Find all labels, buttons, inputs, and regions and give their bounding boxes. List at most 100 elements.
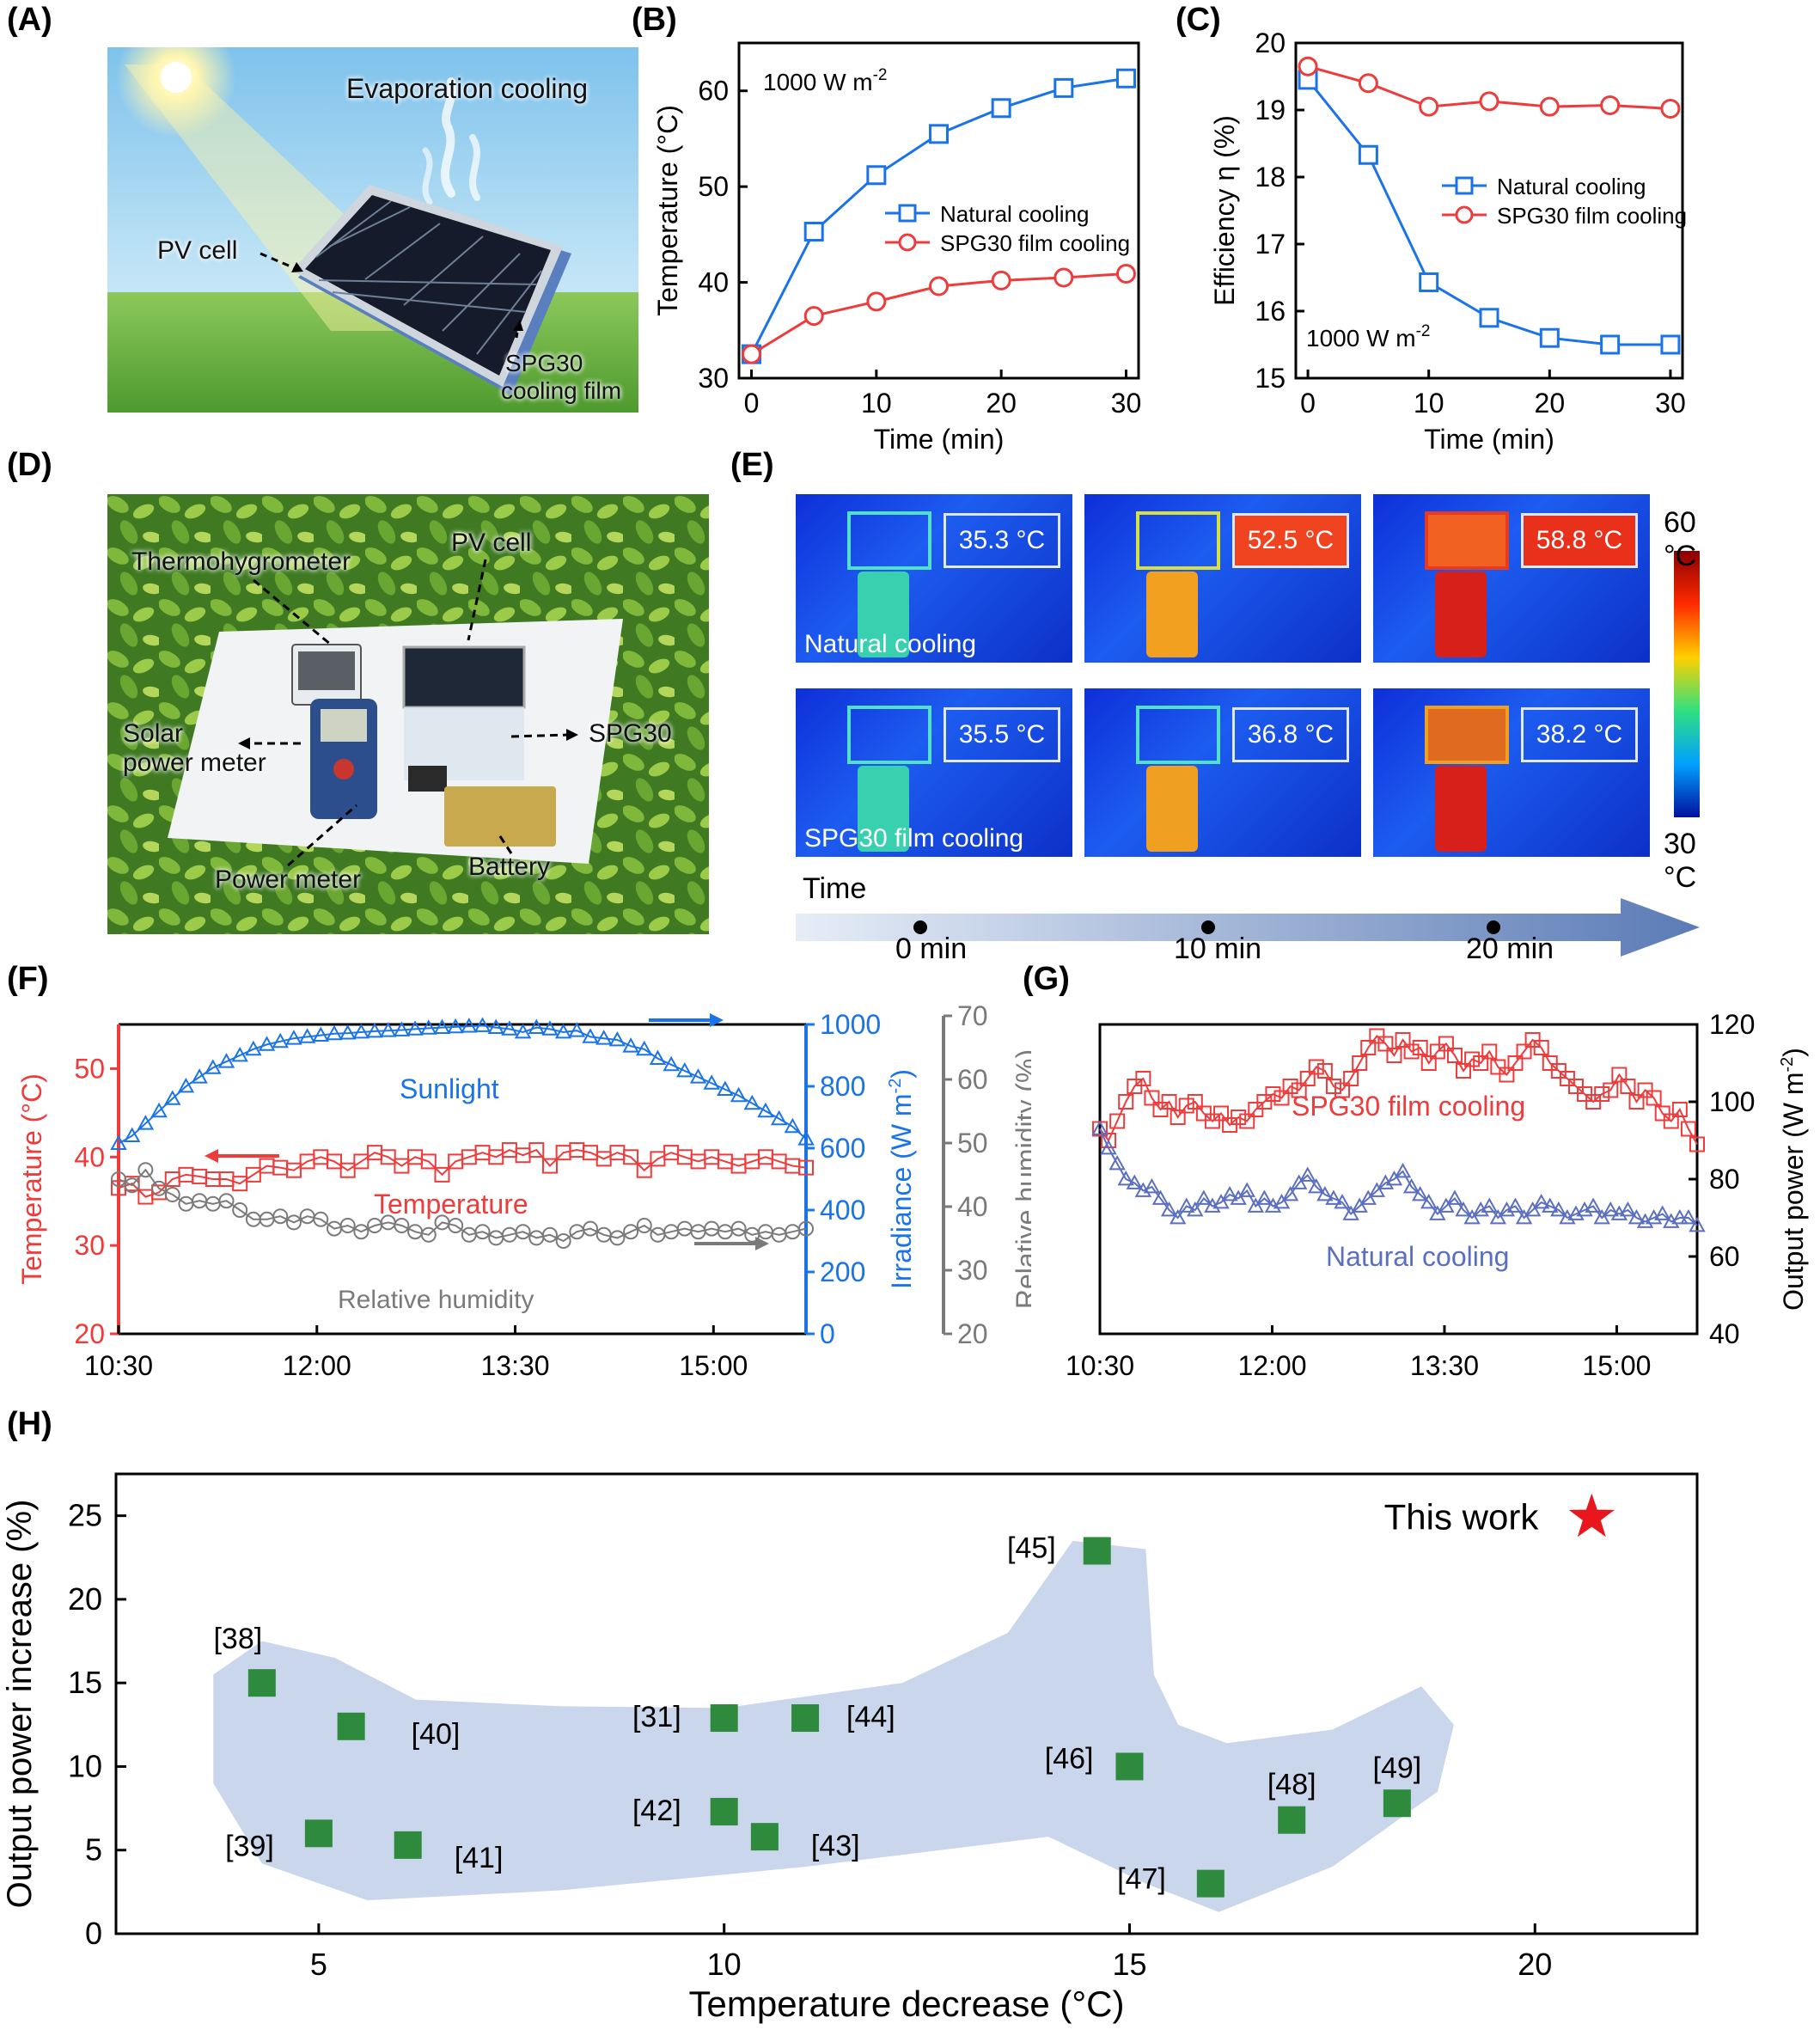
data-point: [1680, 1208, 1697, 1225]
data-point: [337, 1712, 365, 1740]
solar-label: Solar: [123, 719, 184, 748]
data-point: [447, 1018, 464, 1034]
data-point: [1438, 1036, 1454, 1052]
data-point: [1499, 1067, 1515, 1083]
data-point: [757, 1102, 774, 1118]
thermal-temp-spg30-0: 35.5 °C: [944, 707, 1060, 762]
temp-tick-label: 50: [74, 1053, 105, 1084]
data-point: [1619, 1201, 1637, 1217]
data-point: [501, 1020, 518, 1036]
data-point: [1230, 1189, 1247, 1205]
data-point: [164, 1090, 181, 1105]
data-point: [1054, 267, 1074, 288]
y-axis-label: Efficiency η (%): [1209, 115, 1240, 306]
time-label-0: 0 min: [895, 932, 968, 965]
y-tick-label: 20: [1255, 28, 1286, 58]
data-point: [1187, 1201, 1204, 1217]
thermal-temp-spg30-20: 38.2 °C: [1521, 707, 1638, 762]
y-tick-label: 15: [68, 1665, 102, 1700]
data-point: [797, 1130, 815, 1146]
data-point: [1383, 1789, 1411, 1818]
y-tick-label: 40: [1709, 1318, 1740, 1349]
data-point: [304, 1819, 333, 1848]
thermal-natural-0min: 35.3 °C: [796, 494, 1072, 663]
irr-tick-label: 1000: [820, 1009, 881, 1040]
data-point: [1539, 96, 1560, 117]
y-axis-label: Temperature (°C): [652, 105, 683, 316]
data-point: [1660, 334, 1681, 355]
data-point: [703, 1074, 720, 1090]
series-line: [118, 1024, 807, 1145]
data-point: [1358, 73, 1378, 94]
data-point: [555, 1233, 571, 1249]
data-point: [1118, 1094, 1134, 1110]
x-tick-label: 0: [744, 388, 760, 419]
data-point: [1298, 56, 1318, 76]
data-point: [1516, 1043, 1532, 1060]
data-point: [1282, 1079, 1298, 1094]
data-point: [1238, 1182, 1255, 1197]
field-setup-photo: [107, 494, 709, 934]
data-point: [1273, 1090, 1290, 1106]
y-tick-label: 60: [698, 76, 729, 107]
data-point: [1377, 1036, 1394, 1052]
legend-marker: [1455, 176, 1474, 195]
time-dot-20: [1487, 920, 1500, 934]
data-point: [608, 1030, 626, 1047]
humidity-arrowhead: [755, 1237, 769, 1250]
temperature-annotation: Temperature: [374, 1189, 528, 1220]
thermal-natural-10min: 52.5 °C: [1084, 494, 1361, 663]
pv-illustration: [107, 47, 638, 413]
data-point: [541, 1158, 558, 1174]
data-point: [1411, 1185, 1429, 1201]
data-point: [750, 1823, 779, 1851]
data-point: [137, 1162, 154, 1178]
irradiance-annotation: 1000 W m-2: [763, 66, 888, 95]
data-point: [339, 1024, 357, 1040]
data-point: [1334, 1193, 1351, 1209]
data-point: [636, 1162, 652, 1178]
data-point: [636, 1218, 652, 1233]
y-label-end: ): [1778, 1048, 1809, 1057]
data-point: [770, 1110, 788, 1126]
rh-tick-label: 50: [957, 1128, 988, 1159]
data-point: [1680, 1121, 1696, 1137]
panel-d-photo: Thermohygrometer PV cell Solar power met…: [107, 494, 709, 934]
x-axis-label: Time (min): [1424, 424, 1554, 455]
data-point: [1420, 1055, 1437, 1071]
data-point: [515, 1224, 531, 1240]
data-point: [554, 1023, 572, 1039]
data-point: [1542, 1197, 1559, 1213]
temp-tick-label: 20: [74, 1318, 105, 1349]
plot-frame: [1294, 41, 1684, 380]
x-axis-label: Time (min): [874, 424, 1005, 455]
data-point: [568, 1022, 586, 1037]
data-point: [1594, 1086, 1610, 1102]
temp-tick-label: 40: [74, 1141, 105, 1172]
data-point: [313, 1211, 329, 1227]
rh-tick-label: 30: [957, 1255, 988, 1286]
point-label: [40]: [412, 1718, 461, 1751]
data-point: [339, 1162, 356, 1178]
data-point: [663, 1055, 680, 1072]
sunlight-arrowhead: [710, 1013, 724, 1027]
natural-annotation: Natural cooling: [1326, 1241, 1509, 1272]
data-point: [1170, 1110, 1186, 1125]
thermal-spg30-0min: 35.5 °C: [796, 688, 1072, 857]
data-point: [803, 222, 824, 242]
data-point: [245, 1040, 262, 1056]
data-point: [1420, 1193, 1438, 1209]
y-tick-label: 80: [1709, 1164, 1740, 1195]
data-point: [258, 1036, 276, 1051]
data-point: [1334, 1082, 1351, 1098]
y-tick-label: 19: [1255, 95, 1286, 125]
data-point: [1308, 1059, 1324, 1075]
data-point: [1117, 1170, 1134, 1186]
data-point: [1187, 1094, 1203, 1110]
point-label: [44]: [846, 1701, 895, 1733]
x-tick-label: 10:30: [84, 1350, 153, 1381]
data-point: [1689, 1216, 1706, 1232]
data-point: [1368, 1182, 1386, 1197]
x-tick-label: 15: [1112, 1947, 1146, 1982]
data-point: [595, 1030, 613, 1045]
